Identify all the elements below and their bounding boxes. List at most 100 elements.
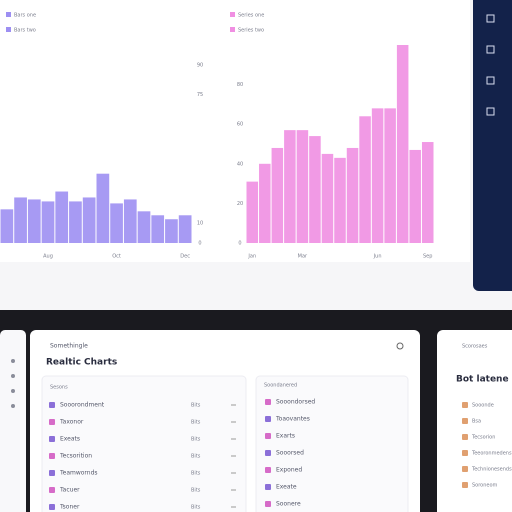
bar	[396, 45, 409, 243]
row-icon	[49, 504, 55, 510]
row-label: Tecsorion	[471, 435, 495, 441]
row-label: Taxonor	[59, 419, 84, 426]
row-icon	[265, 450, 271, 456]
row-label: Sooondorsed	[276, 399, 315, 406]
row-label: Tacuer	[59, 487, 80, 494]
bar	[151, 215, 165, 243]
row-label: Teamwornds	[59, 470, 98, 477]
row-icon	[265, 399, 271, 405]
icon[interactable]	[486, 14, 495, 23]
bar	[309, 136, 321, 243]
bar	[334, 157, 346, 243]
list-card	[41, 375, 247, 512]
row-tag: Bits	[191, 471, 201, 477]
row-icon	[265, 416, 271, 422]
bar	[69, 201, 82, 243]
icon[interactable]	[486, 45, 495, 54]
legend-swatch	[6, 27, 11, 32]
row-label: Teeoronmedens	[471, 451, 512, 457]
x-tick-label: Sep	[423, 254, 432, 260]
row-icon	[462, 434, 468, 440]
bar	[27, 199, 41, 243]
y-tick-label: 0	[198, 241, 201, 247]
row-icon	[49, 470, 55, 476]
list-card	[255, 375, 409, 512]
icon[interactable]	[486, 107, 495, 116]
bar	[296, 130, 309, 243]
y-tick-label: 20	[237, 201, 243, 207]
x-tick-label: Oct	[112, 254, 121, 260]
rail-dots	[11, 359, 15, 408]
row-label: Exeate	[276, 484, 297, 491]
bar	[178, 215, 192, 243]
x-tick-label: Jun	[373, 254, 382, 260]
bar	[384, 108, 396, 243]
bar	[82, 197, 96, 243]
x-tick-label: Dec	[180, 254, 190, 260]
row-label: Sooorondment	[60, 402, 105, 409]
sidebar-icons	[486, 14, 495, 116]
row-icon	[265, 467, 271, 473]
legend-label: Series one	[238, 13, 264, 19]
y-tick-label: 10	[197, 221, 203, 227]
bar	[371, 108, 384, 243]
y-tick-label: 80	[237, 82, 243, 88]
bar	[284, 130, 296, 243]
x-tick-label: Aug	[43, 254, 53, 260]
row-icon	[49, 402, 55, 408]
row-label: Tsoner	[59, 504, 80, 511]
row-label: Sooonde	[472, 403, 494, 409]
bar	[259, 163, 271, 243]
row-icon	[462, 482, 468, 488]
breadcrumb: Somethingle	[50, 343, 88, 350]
legend-swatch	[6, 12, 11, 17]
legend-label: Bars one	[14, 13, 36, 19]
row-tag: Bits	[191, 488, 201, 494]
list-title: Soondanered	[264, 383, 297, 389]
panel-title: Realtic Charts	[46, 358, 117, 368]
bar	[346, 147, 359, 243]
y-tick-label: 40	[237, 161, 243, 167]
row-tag: Bits	[191, 420, 201, 426]
bar	[96, 173, 110, 243]
row-tag: Bits	[191, 403, 201, 409]
row-icon	[49, 436, 55, 442]
dot[interactable]	[11, 359, 15, 363]
x-tick-label: Mar	[298, 254, 308, 260]
legend-swatch	[230, 12, 235, 17]
row-icon	[462, 450, 468, 456]
side-panel	[437, 330, 512, 512]
row-label: Bsa	[472, 419, 481, 425]
sidebar	[473, 0, 512, 291]
row-tag: Bits	[191, 505, 201, 511]
bar	[246, 181, 259, 243]
side-header: Scorosaes	[462, 344, 488, 350]
bar	[165, 219, 178, 243]
row-label: Exeats	[60, 436, 80, 443]
row-tag: Bits	[191, 437, 201, 443]
dot[interactable]	[11, 404, 15, 408]
dot[interactable]	[11, 374, 15, 378]
row-label: Soonere	[276, 501, 301, 508]
bar	[14, 197, 27, 243]
legend-label: Series two	[238, 28, 264, 34]
settings-icon[interactable]	[396, 342, 404, 350]
bar	[41, 201, 55, 243]
row-icon	[462, 418, 468, 424]
row-label: Technionesends	[471, 467, 512, 473]
dot[interactable]	[11, 389, 15, 393]
left-rail	[0, 330, 26, 512]
legend-label: Bars two	[14, 28, 36, 34]
y-tick-label: 75	[197, 92, 203, 98]
row-icon	[49, 487, 55, 493]
bar	[0, 209, 14, 243]
row-icon	[265, 484, 271, 490]
legend-swatch	[230, 27, 235, 32]
bar	[271, 147, 284, 243]
bar	[409, 149, 421, 243]
bar	[359, 116, 371, 243]
row-label: Soroneom	[472, 483, 498, 489]
icon[interactable]	[486, 76, 495, 85]
